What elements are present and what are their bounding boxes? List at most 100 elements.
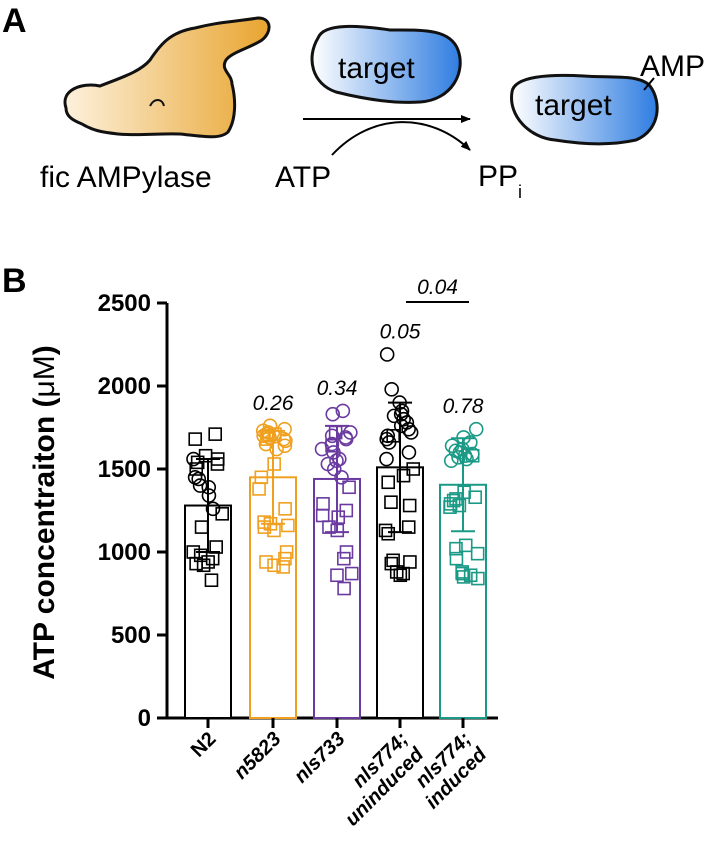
target-modified-label: target	[535, 89, 612, 122]
data-point-square	[449, 551, 464, 566]
data-point-square	[393, 568, 408, 583]
data-point-square	[342, 480, 356, 495]
data-point-circle	[468, 421, 484, 437]
enzyme-label: fic AMPylase	[40, 161, 212, 194]
atp-bar-chart: B 0 500 1000 1500 2000 2500 ATP concentraiton …	[2, 262, 498, 831]
data-point-circle	[205, 501, 221, 517]
data-point-square	[210, 457, 225, 471]
data-point-circle	[277, 421, 292, 437]
data-point-square	[330, 568, 344, 583]
data-point-square	[259, 555, 273, 569]
data-point-square	[463, 568, 478, 583]
p-value-label: 0.78	[443, 395, 484, 418]
data-point-square	[401, 520, 416, 534]
p-value-label: 0.05	[380, 320, 421, 343]
data-point-square	[196, 558, 211, 573]
data-point-square	[470, 546, 485, 561]
data-point-circle	[335, 403, 351, 419]
data-point-square	[276, 560, 290, 574]
p-value-label: 0.34	[317, 377, 358, 400]
x-category-label: N2	[187, 728, 221, 762]
data-point-square	[378, 523, 393, 538]
data-point-square	[189, 556, 203, 571]
data-point-square	[331, 510, 346, 524]
data-point-square	[384, 495, 398, 510]
y-tick-label: 0	[138, 705, 151, 732]
target-product-shape	[510, 73, 659, 146]
data-point-square	[257, 520, 272, 534]
y-axis-title: ATP concentraiton (μM)	[28, 345, 61, 680]
data-point-square	[278, 502, 292, 516]
data-point-square	[337, 551, 351, 566]
data-point-square	[344, 566, 359, 581]
data-point-circle	[326, 461, 342, 477]
data-point-square	[471, 571, 485, 586]
data-point-circle	[459, 451, 474, 467]
data-point-circle	[278, 433, 293, 449]
panel-letter-b: B	[2, 262, 27, 300]
data-point-square	[443, 500, 457, 514]
data-point-square	[267, 457, 281, 471]
x-category-label: n5823	[230, 728, 286, 784]
y-tick-label: 1000	[98, 539, 151, 566]
data-point-circle	[269, 441, 284, 457]
target-substrate-shape	[310, 24, 462, 104]
data-point-circle	[379, 431, 394, 447]
data-point-circle	[384, 382, 399, 397]
data-point-square	[455, 566, 470, 581]
x-category-label: nls733	[290, 728, 350, 788]
data-point-circle	[192, 478, 208, 493]
data-point-circle	[325, 406, 341, 422]
data-point-square	[337, 581, 351, 596]
data-point-circle	[256, 428, 271, 444]
data-point-circle	[338, 431, 354, 447]
data-point-circle	[403, 425, 419, 440]
data-point-square	[396, 468, 411, 483]
data-point-circle	[451, 450, 466, 465]
fic-ampylase-notch	[149, 99, 165, 107]
data-point-square	[381, 526, 396, 541]
y-tick-label: 1500	[98, 456, 151, 483]
data-point-circle	[393, 418, 409, 434]
panel-letter-a: A	[2, 2, 27, 40]
fic-ampylase-shape	[63, 16, 271, 139]
data-point-circle	[379, 451, 394, 467]
data-point-square	[281, 518, 295, 533]
data-point-square	[188, 432, 203, 446]
substrate-label: ATP	[275, 161, 331, 194]
data-point-circle	[276, 431, 292, 447]
data-point-square	[322, 520, 336, 534]
bracket-p-value-label: 0.04	[417, 276, 458, 299]
data-point-circle	[381, 435, 397, 450]
data-point-square	[452, 498, 467, 513]
data-point-square	[468, 490, 482, 505]
reaction-diagram: A fic AMPylase target ATP PPi target AMP	[2, 2, 705, 202]
x-category-label: nls774;induced	[406, 727, 492, 813]
data-point-square	[381, 475, 396, 490]
data-point-circle	[187, 469, 203, 485]
y-tick-label: 2500	[98, 290, 151, 317]
data-point-square	[449, 541, 463, 556]
data-point-square	[402, 498, 417, 513]
data-point-square	[252, 482, 266, 496]
data-point-square	[458, 538, 473, 553]
data-point-circle	[277, 438, 293, 454]
side-reaction-arrow	[331, 121, 471, 156]
data-point-square	[189, 462, 204, 476]
data-point-circle	[379, 347, 395, 362]
product-label: PPi	[478, 160, 522, 202]
data-point-square	[267, 558, 281, 573]
product-subscript: i	[518, 182, 522, 202]
amp-label: AMP	[640, 50, 705, 83]
data-point-circle	[443, 453, 459, 469]
data-point-square	[396, 566, 411, 581]
y-tick-label: 500	[111, 622, 151, 649]
y-tick-label: 2000	[98, 373, 151, 400]
data-point-square	[208, 427, 223, 441]
target-label: target	[338, 52, 415, 85]
data-point-circle	[334, 469, 349, 485]
data-point-circle	[401, 445, 417, 460]
amp-link	[643, 77, 655, 91]
data-point-circle	[401, 421, 416, 437]
data-point-square	[456, 570, 471, 584]
